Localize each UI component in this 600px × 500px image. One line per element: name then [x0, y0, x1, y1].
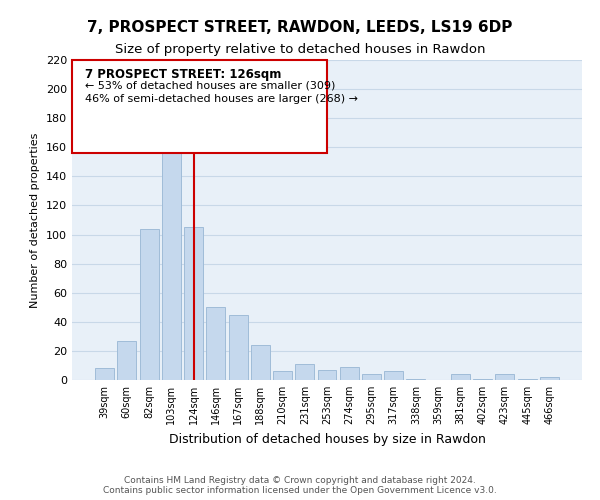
Bar — [473, 378, 492, 380]
Bar — [251, 345, 270, 380]
Bar — [95, 368, 114, 380]
Bar — [496, 374, 514, 380]
X-axis label: Distribution of detached houses by size in Rawdon: Distribution of detached houses by size … — [169, 432, 485, 446]
Bar — [317, 370, 337, 380]
Bar — [340, 367, 359, 380]
Bar — [384, 372, 403, 380]
Bar — [540, 377, 559, 380]
Bar — [118, 340, 136, 380]
Bar — [406, 378, 425, 380]
Bar — [518, 378, 536, 380]
Bar — [273, 372, 292, 380]
Text: 46% of semi-detached houses are larger (268) →: 46% of semi-detached houses are larger (… — [85, 94, 358, 104]
Bar — [184, 228, 203, 380]
Bar — [206, 308, 225, 380]
Text: 7, PROSPECT STREET, RAWDON, LEEDS, LS19 6DP: 7, PROSPECT STREET, RAWDON, LEEDS, LS19 … — [88, 20, 512, 35]
FancyBboxPatch shape — [72, 60, 327, 153]
Bar — [295, 364, 314, 380]
Text: Size of property relative to detached houses in Rawdon: Size of property relative to detached ho… — [115, 42, 485, 56]
Bar — [451, 374, 470, 380]
Bar — [229, 314, 248, 380]
Bar — [140, 228, 158, 380]
Text: ← 53% of detached houses are smaller (309): ← 53% of detached houses are smaller (30… — [85, 81, 335, 91]
Bar — [362, 374, 381, 380]
Bar — [162, 132, 181, 380]
Text: 7 PROSPECT STREET: 126sqm: 7 PROSPECT STREET: 126sqm — [85, 68, 281, 81]
Y-axis label: Number of detached properties: Number of detached properties — [31, 132, 40, 308]
Text: Contains HM Land Registry data © Crown copyright and database right 2024.
Contai: Contains HM Land Registry data © Crown c… — [103, 476, 497, 495]
